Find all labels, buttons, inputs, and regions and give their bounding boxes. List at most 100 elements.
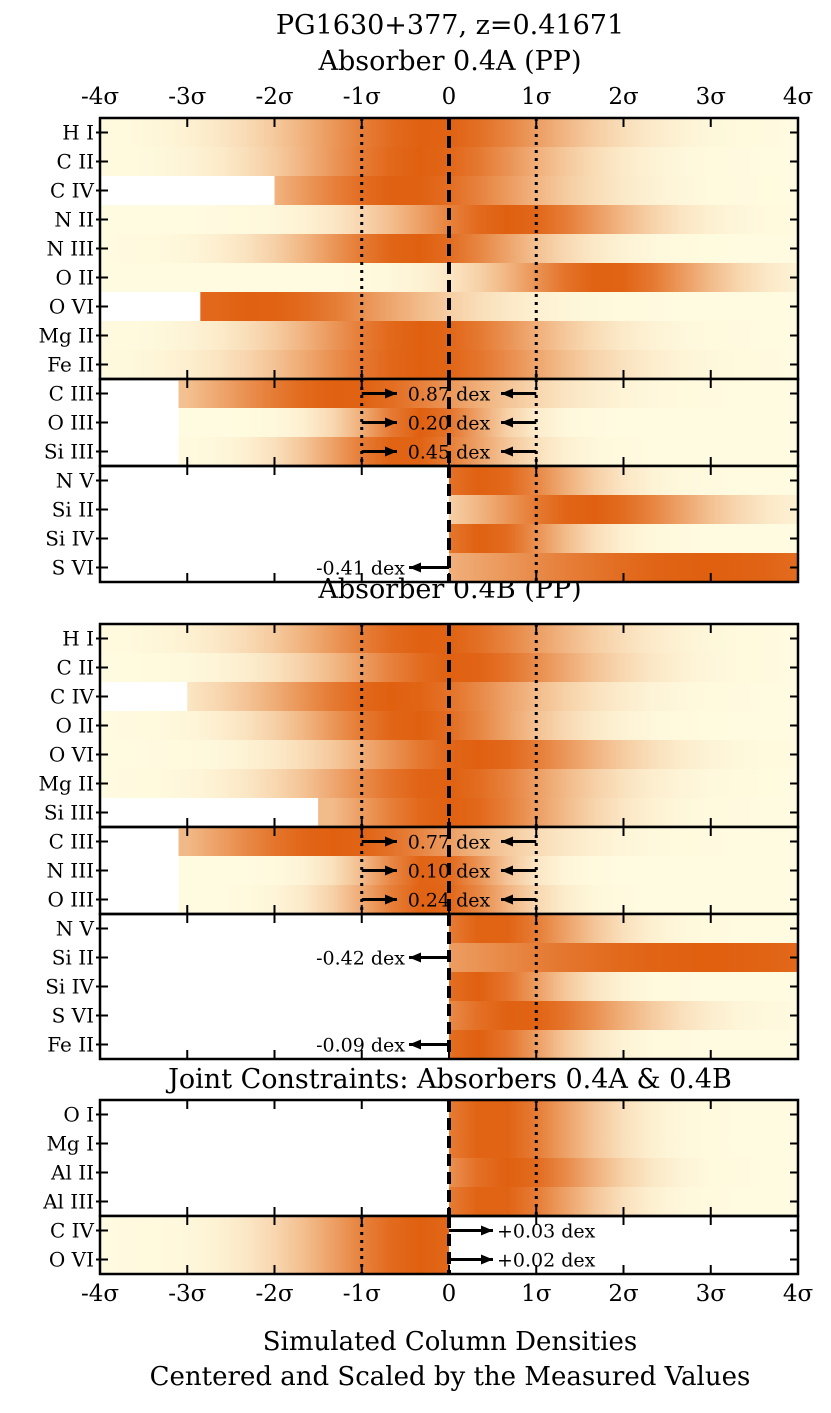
ion-label-mg-i: Mg I bbox=[46, 1132, 94, 1156]
annotation-fe-ii: -0.09 dex bbox=[316, 1035, 405, 1057]
annotation-c-iv: +0.03 dex bbox=[497, 1221, 596, 1243]
ion-label-s-vi: S VI bbox=[52, 556, 94, 580]
tick-label: -4σ bbox=[81, 84, 119, 110]
heat-bar-o-iii bbox=[178, 408, 798, 437]
annotation-s-vi: -0.41 dex bbox=[316, 558, 405, 580]
ion-label-fe-ii: Fe II bbox=[47, 1033, 94, 1057]
ion-label-o-vi: O VI bbox=[49, 743, 94, 767]
panel-title-absorber-a: Absorber 0.4A (PP) bbox=[318, 46, 582, 77]
ion-label-h-i: H I bbox=[62, 121, 94, 145]
tick-label: 1σ bbox=[521, 1281, 552, 1307]
chart-title: PG1630+377, z=0.41671 bbox=[276, 10, 624, 41]
ion-label-si-ii: Si II bbox=[52, 946, 94, 970]
top-tick-labels: -4σ -3σ -2σ -1σ 0 1σ 2σ 3σ 4σ bbox=[81, 84, 814, 110]
ion-label-c-iv: C IV bbox=[50, 1219, 95, 1243]
group-frame bbox=[98, 912, 800, 1061]
ion-label-al-ii: Al II bbox=[50, 1161, 94, 1185]
ion-label-si-iii: Si III bbox=[44, 440, 94, 464]
ion-label-o-vi: O VI bbox=[49, 295, 94, 319]
heat-bar-s-vi bbox=[449, 1001, 798, 1030]
ion-label-mg-ii: Mg II bbox=[39, 772, 94, 796]
heat-bar-c-iii bbox=[178, 827, 798, 856]
x-axis-label-line2: Centered and Scaled by the Measured Valu… bbox=[150, 1362, 751, 1392]
ion-label-c-iii: C III bbox=[49, 830, 94, 854]
arrow-left-o-iii-head bbox=[501, 894, 513, 905]
arrow-left-si-iii-head bbox=[501, 446, 513, 457]
arrow-right-o-iii-head bbox=[385, 894, 397, 905]
arrow-c-iv-head bbox=[481, 1225, 493, 1236]
ion-label-o-iii: O III bbox=[48, 411, 94, 435]
tick-label: 2σ bbox=[608, 84, 639, 110]
heat-bar-si-ii bbox=[449, 943, 798, 972]
tick-label: -3σ bbox=[168, 84, 206, 110]
tick-label: -2σ bbox=[255, 84, 293, 110]
panel-2: H I C II C IV O II O VI Mg II Si III C III 0.77 … bbox=[39, 622, 800, 1061]
group-detection: H I C II C IV O II O VI Mg II Si III bbox=[39, 622, 800, 829]
tick-label: -1σ bbox=[343, 1281, 381, 1307]
tick-label: -3σ bbox=[168, 1281, 206, 1307]
ion-label-s-vi: S VI bbox=[52, 1004, 94, 1028]
panel-1: H I C II C IV N II N III O II O VI Mg II Fe II C … bbox=[39, 116, 800, 584]
ion-label-si-iii: Si III bbox=[44, 801, 94, 825]
tick-label: 4σ bbox=[783, 1281, 814, 1307]
tick-label: 1σ bbox=[521, 84, 552, 110]
heat-bar-mg-i bbox=[449, 1129, 798, 1158]
ion-label-o-vi: O VI bbox=[49, 1248, 94, 1272]
arrow-right-c-iii-head bbox=[385, 388, 397, 399]
panel-title-joint: Joint Constraints: Absorbers 0.4A & 0.4B bbox=[165, 1064, 732, 1095]
ion-label-fe-ii: Fe II bbox=[47, 353, 94, 377]
heat-bar-o-vi bbox=[200, 292, 798, 321]
arrow-left-c-iii-head bbox=[501, 836, 513, 847]
tick-label: 3σ bbox=[696, 1281, 727, 1307]
tick-label: -4σ bbox=[81, 1281, 119, 1307]
arrow-right-c-iii-head bbox=[385, 836, 397, 847]
heat-bar-c-iv bbox=[187, 682, 798, 711]
arrow-left-c-iii-head bbox=[501, 388, 513, 399]
ion-label-c-iv: C IV bbox=[50, 685, 95, 709]
arrow-left-o-iii-head bbox=[501, 417, 513, 428]
arrow-o-vi-head bbox=[481, 1254, 493, 1265]
x-axis-label-line1: Simulated Column Densities bbox=[263, 1327, 638, 1357]
tick-label: -1σ bbox=[343, 84, 381, 110]
tick-label: 3σ bbox=[696, 84, 727, 110]
ion-label-mg-ii: Mg II bbox=[39, 324, 94, 348]
heat-bar-n-iii bbox=[178, 856, 798, 885]
annotation-o-vi: +0.02 dex bbox=[497, 1250, 596, 1272]
arrow-s-vi-head bbox=[409, 562, 421, 573]
heat-bar-si-ii bbox=[449, 495, 798, 524]
tick-label: -2σ bbox=[255, 1281, 293, 1307]
ion-label-o-iii: O III bbox=[48, 888, 94, 912]
arrow-si-ii-head bbox=[409, 952, 421, 963]
ion-label-o-i: O I bbox=[63, 1103, 94, 1127]
heat-bar-al-ii bbox=[449, 1158, 798, 1187]
ion-label-n-ii: N II bbox=[54, 208, 94, 232]
group-lower-limit: C IV +0.03 dex O VI +0.02 dex bbox=[49, 1214, 800, 1276]
annotation-c-iii: 0.87 dex bbox=[408, 384, 491, 406]
heat-bar-si-iv bbox=[449, 524, 798, 553]
ion-label-n-v: N V bbox=[56, 917, 95, 941]
panel-3: O I Mg I Al II Al III C IV +0.03 dex O VI +0.02… bbox=[42, 1098, 800, 1276]
heat-bar-si-iii bbox=[178, 437, 798, 466]
heat-bar-c-iii bbox=[178, 379, 798, 408]
ion-label-h-i: H I bbox=[62, 627, 94, 651]
ion-label-n-iii: N III bbox=[46, 237, 94, 261]
group-frame bbox=[98, 464, 800, 584]
arrow-right-o-iii-head bbox=[385, 417, 397, 428]
ion-label-si-ii: Si II bbox=[52, 498, 94, 522]
tick-label: 0 bbox=[442, 84, 457, 110]
tick-label: 0 bbox=[442, 1281, 457, 1307]
annotation-c-iii: 0.77 dex bbox=[408, 832, 491, 854]
group-frame bbox=[98, 1214, 800, 1276]
ion-label-n-v: N V bbox=[56, 469, 95, 493]
ion-label-si-iv: Si IV bbox=[45, 527, 94, 551]
annotation-si-ii: -0.42 dex bbox=[316, 948, 405, 970]
tick-label: 2σ bbox=[608, 1281, 639, 1307]
ion-label-si-iv: Si IV bbox=[45, 975, 94, 999]
group-detection: H I C II C IV N II N III O II O VI Mg II Fe II bbox=[39, 116, 800, 381]
panels: H I C II C IV N II N III O II O VI Mg II Fe II C … bbox=[39, 116, 800, 1276]
heat-bar-o-iii bbox=[178, 885, 798, 914]
tick-label: 4σ bbox=[783, 84, 814, 110]
